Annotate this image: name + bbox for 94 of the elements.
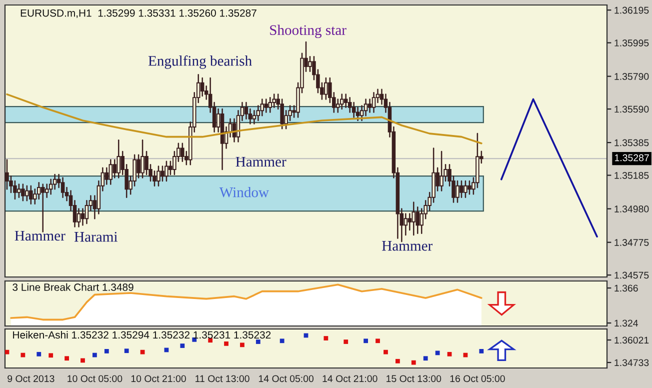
point xyxy=(224,341,228,346)
point xyxy=(411,360,416,365)
y-tick-label: 1.366 xyxy=(614,284,638,292)
candlestick xyxy=(200,77,204,97)
point xyxy=(48,353,54,358)
point xyxy=(20,352,26,358)
candlestick xyxy=(29,185,33,205)
candlestick xyxy=(180,142,184,162)
candlestick xyxy=(456,180,460,203)
x-tick-label: 14 Oct 21:00 xyxy=(322,375,378,382)
candlestick xyxy=(264,98,268,113)
point xyxy=(124,348,129,354)
point xyxy=(5,350,10,354)
x-tick-label: 9 Oct 2013 xyxy=(8,375,54,382)
candlestick xyxy=(112,159,117,178)
candlestick xyxy=(468,180,472,195)
x-tick-label: 11 Oct 13:00 xyxy=(196,375,250,382)
annotation: Shooting star xyxy=(270,24,346,38)
point xyxy=(36,352,42,356)
candlestick xyxy=(440,150,444,192)
y-tick-label: 1.34575 xyxy=(614,272,649,279)
y-tick-label: 1.36195 xyxy=(614,6,649,14)
point xyxy=(80,358,85,363)
y-tick-label: 1.34980 xyxy=(614,206,649,212)
ref-line-label: 1.35287 xyxy=(614,154,649,162)
candlestick xyxy=(460,180,464,198)
point xyxy=(92,352,97,358)
annotation: Engulfing bearish xyxy=(148,55,252,69)
candlestick xyxy=(140,139,144,178)
candlestick xyxy=(368,98,372,113)
point xyxy=(140,350,145,354)
candlestick xyxy=(308,56,312,72)
candlestick xyxy=(25,185,29,202)
candlestick xyxy=(156,166,160,187)
candlestick xyxy=(104,167,109,185)
point xyxy=(104,348,109,354)
point xyxy=(396,358,400,364)
point xyxy=(376,338,380,344)
point xyxy=(256,340,260,344)
y-tick-label: 1.36021 xyxy=(614,336,649,344)
candlestick xyxy=(76,208,81,228)
annotation: 3 Line Break Chart 1.3489 xyxy=(12,283,134,291)
candlestick xyxy=(160,166,164,182)
candlestick xyxy=(108,159,113,185)
candlestick xyxy=(60,177,65,198)
candlestick xyxy=(408,213,412,231)
point xyxy=(324,336,328,340)
point xyxy=(447,352,452,356)
y-tick-label: 1.35790 xyxy=(614,73,649,80)
candlestick xyxy=(464,180,468,198)
y-tick-label: 1.34775 xyxy=(614,239,649,246)
point xyxy=(479,348,484,354)
candlestick xyxy=(40,184,45,232)
y-tick-label: 1.35590 xyxy=(614,106,649,113)
y-tick-label: 1.35995 xyxy=(614,40,649,46)
point xyxy=(384,350,388,354)
point xyxy=(344,340,348,344)
y-tick-label: 1.324 xyxy=(614,320,638,327)
point xyxy=(423,356,428,361)
annotation: Heiken-Ashi 1.35232 1.35294 1.35232 1.35231 1.35232 xyxy=(13,330,271,339)
point xyxy=(180,344,185,348)
point xyxy=(364,338,368,344)
x-tick-label: 10 Oct 05:00 xyxy=(68,375,122,382)
y-tick-label: 1.34733 xyxy=(614,359,649,366)
x-tick-label: 14 Oct 05:00 xyxy=(258,375,314,382)
candlestick xyxy=(136,154,140,178)
candlestick xyxy=(340,94,344,110)
point xyxy=(240,342,244,348)
candlestick xyxy=(17,184,21,198)
x-tick-label: 10 Oct 21:00 xyxy=(131,375,186,382)
candlestick xyxy=(80,208,85,226)
annotation: Hammer xyxy=(14,230,66,241)
point xyxy=(64,356,69,361)
x-tick-label: 15 Oct 13:00 xyxy=(386,375,442,382)
candlestick xyxy=(324,77,328,100)
y-tick-label: 1.35185 xyxy=(614,172,649,179)
line-series xyxy=(6,93,482,144)
point xyxy=(435,350,440,356)
candlestick xyxy=(116,139,121,178)
point xyxy=(280,338,284,344)
annotation: Hammer xyxy=(236,156,286,167)
candlestick xyxy=(372,92,376,113)
candlestick xyxy=(164,160,168,182)
band-label: Window xyxy=(219,186,269,198)
x-tick-label: 16 Oct 05:00 xyxy=(450,375,505,382)
candlestick xyxy=(268,96,272,113)
candlestick xyxy=(404,213,408,236)
candlestick xyxy=(412,202,416,236)
annotation: Harami xyxy=(74,232,118,242)
candlestick xyxy=(21,184,25,202)
chart-title: EURUSD.m,H1 1.35299 1.35331 1.35260 1.35287 xyxy=(20,9,256,18)
candlestick xyxy=(5,159,9,190)
y-tick-label: 1.35385 xyxy=(614,139,649,146)
annotation: Hammer xyxy=(382,241,433,251)
